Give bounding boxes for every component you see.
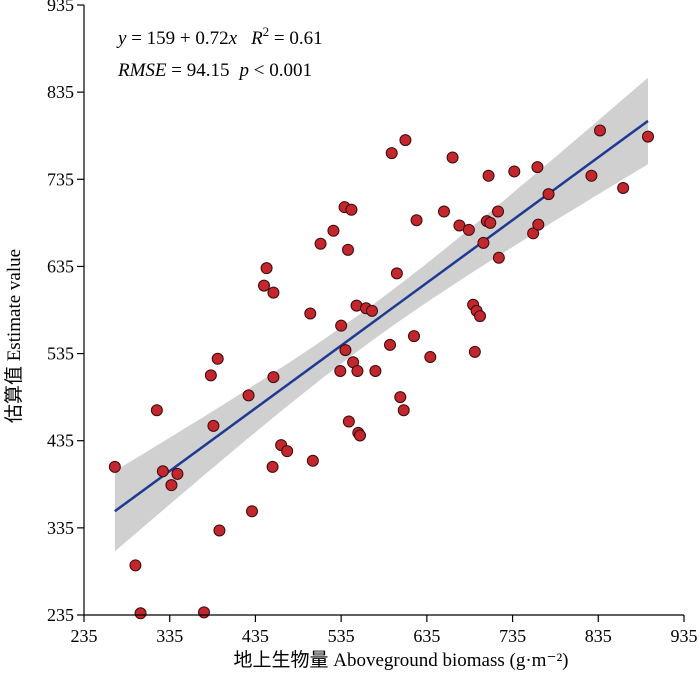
data-point bbox=[342, 415, 355, 428]
data-point bbox=[594, 124, 606, 137]
data-point bbox=[165, 479, 178, 492]
y-axis-title: 估算值 Estimate value bbox=[3, 249, 25, 423]
x-tick-label: 235 bbox=[71, 626, 98, 646]
y-tick-labels: 235 335 435 535 635 735 835 935 bbox=[47, 0, 74, 625]
data-point bbox=[335, 319, 348, 332]
data-point bbox=[385, 147, 398, 160]
equation-annotation: y = 159 + 0.72x R2 = 0.61 bbox=[116, 24, 323, 49]
data-point bbox=[408, 330, 420, 343]
data-point bbox=[542, 188, 555, 201]
y-tick-label: 635 bbox=[47, 256, 74, 276]
x-tick-label: 935 bbox=[671, 626, 698, 646]
data-point bbox=[156, 465, 169, 478]
data-point bbox=[384, 338, 396, 351]
data-points bbox=[108, 124, 654, 620]
y-tick-label: 735 bbox=[47, 169, 74, 189]
data-point bbox=[304, 307, 317, 320]
data-point bbox=[260, 262, 273, 275]
data-point bbox=[585, 169, 598, 182]
data-point bbox=[527, 227, 540, 240]
regression-line-path bbox=[114, 119, 649, 513]
data-point bbox=[424, 351, 437, 364]
data-point bbox=[484, 216, 497, 229]
data-point bbox=[438, 205, 450, 218]
data-point bbox=[366, 304, 378, 317]
x-tick-label: 635 bbox=[413, 626, 440, 646]
data-point bbox=[492, 251, 505, 264]
data-point bbox=[345, 203, 358, 216]
data-point bbox=[468, 345, 481, 358]
x-tick-label: 735 bbox=[499, 626, 526, 646]
data-point bbox=[267, 286, 280, 299]
data-point bbox=[108, 460, 121, 473]
data-point bbox=[171, 467, 184, 480]
data-point bbox=[306, 454, 319, 467]
data-point bbox=[211, 352, 224, 365]
data-point bbox=[334, 365, 347, 377]
x-tick-label: 835 bbox=[585, 626, 612, 646]
x-tick-label: 435 bbox=[242, 626, 269, 646]
y-tick-label: 335 bbox=[47, 518, 74, 538]
x-tick-label: 335 bbox=[156, 626, 183, 646]
x-axis-title: 地上生物量 Aboveground biomass (g·m⁻²) bbox=[234, 649, 569, 671]
data-point bbox=[354, 429, 366, 442]
data-point bbox=[399, 134, 412, 147]
y-tick-label: 835 bbox=[47, 82, 74, 102]
data-point bbox=[532, 218, 545, 231]
data-point bbox=[642, 130, 654, 143]
x-tick-labels: 235 335 435 535 635 735 835 935 bbox=[71, 626, 698, 646]
data-point bbox=[327, 224, 340, 237]
data-point bbox=[369, 365, 382, 377]
data-point bbox=[204, 369, 217, 382]
data-point bbox=[397, 404, 410, 417]
data-point bbox=[266, 460, 279, 473]
y-tick-label: 535 bbox=[47, 344, 74, 364]
y-tick-label: 935 bbox=[47, 0, 74, 15]
y-tick-label: 235 bbox=[47, 605, 74, 625]
data-point bbox=[258, 279, 270, 292]
data-point bbox=[246, 505, 258, 518]
data-point bbox=[474, 310, 486, 323]
data-point bbox=[150, 404, 163, 417]
data-point bbox=[134, 607, 147, 620]
x-tick-label: 535 bbox=[328, 626, 355, 646]
regression-line bbox=[114, 119, 649, 513]
data-point bbox=[351, 365, 364, 377]
data-point bbox=[267, 371, 280, 384]
rmse-annotation: RMSE = 94.15 p < 0.001 bbox=[117, 60, 312, 81]
data-point bbox=[531, 161, 544, 174]
data-point bbox=[342, 243, 354, 256]
data-point bbox=[477, 236, 490, 249]
data-point bbox=[394, 391, 407, 404]
data-point bbox=[339, 344, 352, 357]
data-point bbox=[281, 445, 294, 458]
data-point bbox=[482, 169, 495, 182]
data-point bbox=[207, 419, 220, 432]
axes bbox=[77, 4, 685, 622]
data-point bbox=[213, 524, 226, 537]
data-point bbox=[198, 606, 210, 619]
data-point bbox=[617, 182, 630, 194]
data-point bbox=[492, 205, 504, 218]
data-point bbox=[462, 223, 475, 236]
data-point bbox=[446, 151, 459, 164]
y-tick-label: 435 bbox=[47, 431, 74, 451]
data-point bbox=[129, 559, 142, 572]
data-point bbox=[410, 214, 423, 227]
data-point bbox=[390, 267, 403, 280]
data-point bbox=[242, 389, 255, 402]
data-point bbox=[314, 237, 327, 250]
data-point bbox=[508, 165, 521, 178]
